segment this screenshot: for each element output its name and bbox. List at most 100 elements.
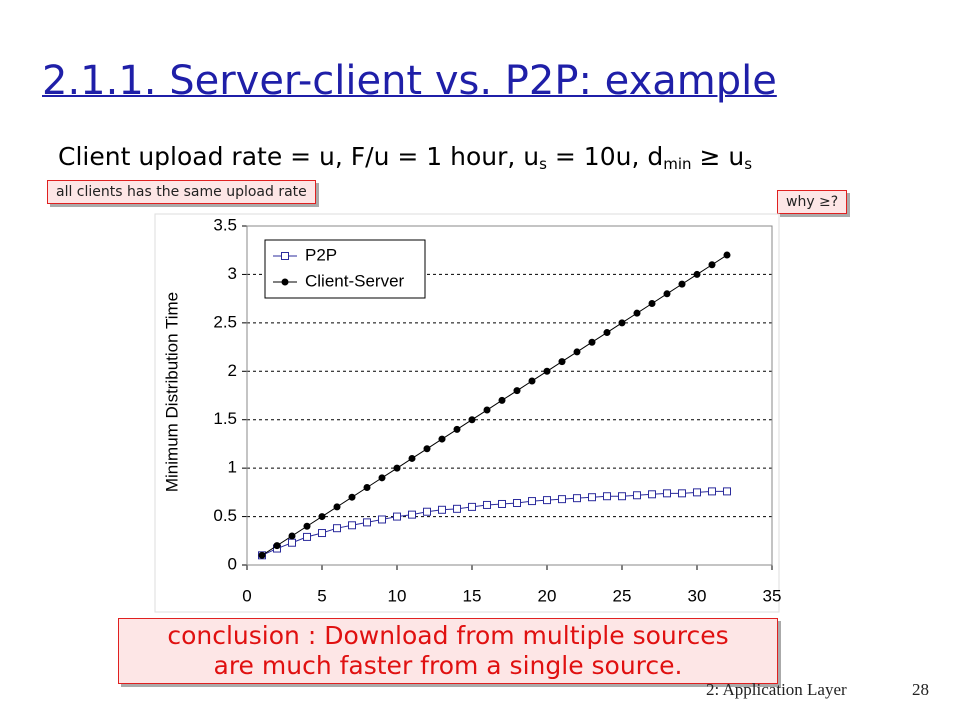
- legend-box: [264, 239, 426, 299]
- marker: [333, 503, 341, 511]
- note: why ≥?: [777, 190, 848, 214]
- marker: [468, 416, 476, 424]
- marker: [303, 532, 311, 541]
- marker: [438, 435, 446, 443]
- y-tick-label: 1: [228, 458, 237, 477]
- marker: [348, 493, 356, 501]
- marker: [423, 507, 431, 516]
- conclusion-line: conclusion : Download from multiple sour…: [167, 621, 729, 650]
- note: all clients has the same upload rate: [47, 180, 316, 204]
- x-tick-label: 30: [688, 586, 707, 605]
- marker: [648, 490, 656, 499]
- marker: [513, 387, 521, 395]
- marker: [408, 454, 416, 462]
- plot-border: [246, 225, 773, 566]
- marker: [408, 510, 416, 519]
- marker: [348, 521, 356, 530]
- marker: [633, 309, 641, 317]
- marker: [273, 542, 281, 550]
- subtitle-text: ≥ u: [691, 142, 745, 171]
- marker: [453, 425, 461, 433]
- marker: [618, 319, 626, 327]
- marker: [663, 290, 671, 298]
- marker: [303, 522, 311, 530]
- marker: [573, 348, 581, 356]
- conclusion: conclusion : Download from multiple sour…: [118, 618, 778, 684]
- chart-frame: [154, 213, 780, 613]
- footer-section: 2: Application Layer: [706, 680, 847, 699]
- subtitle-text: Client upload rate = u, F/u = 1 hour, u: [58, 142, 540, 171]
- marker: [513, 499, 521, 508]
- series-line: [261, 490, 727, 556]
- marker: [648, 299, 656, 307]
- legend-label: Client-Server: [305, 271, 405, 290]
- y-tick-label: 2.5: [213, 312, 237, 331]
- marker: [423, 445, 431, 453]
- marker: [363, 518, 371, 527]
- y-tick-label: 0.5: [213, 506, 237, 525]
- marker: [678, 280, 686, 288]
- y-tick-label: 1.5: [213, 409, 237, 428]
- y-tick-label: 2: [228, 361, 237, 380]
- marker: [318, 529, 326, 538]
- x-tick-label: 0: [242, 586, 251, 605]
- marker: [393, 512, 401, 521]
- marker: [588, 338, 596, 346]
- y-tick-label: 3.5: [213, 215, 237, 234]
- marker: [588, 493, 596, 502]
- marker: [483, 406, 491, 414]
- marker: [438, 505, 446, 514]
- subtitle: Client upload rate = u, F/u = 1 hour, us…: [58, 142, 752, 173]
- marker: [288, 532, 296, 540]
- marker: [363, 484, 371, 492]
- marker: [603, 492, 611, 501]
- y-tick-label: 0: [228, 554, 237, 573]
- marker: [633, 491, 641, 500]
- legend-label: P2P: [305, 245, 337, 264]
- x-tick-label: 25: [613, 586, 632, 605]
- marker: [378, 474, 386, 482]
- marker: [281, 278, 289, 286]
- marker: [708, 261, 716, 269]
- marker: [288, 538, 296, 547]
- subscript: s: [744, 155, 753, 173]
- marker: [693, 270, 701, 278]
- marker: [558, 495, 566, 504]
- marker: [663, 489, 671, 498]
- marker: [618, 492, 626, 501]
- marker: [498, 396, 506, 404]
- y-axis-label: Minimum Distribution Time: [162, 292, 181, 492]
- subtitle-text: = 10u, d: [546, 142, 664, 171]
- marker: [603, 329, 611, 337]
- marker: [258, 551, 266, 559]
- slide-title: 2.1.1. Server-client vs. P2P: example: [42, 58, 777, 104]
- marker: [468, 502, 476, 511]
- marker: [543, 367, 551, 375]
- marker: [498, 499, 506, 508]
- x-tick-label: 20: [538, 586, 557, 605]
- x-tick-label: 35: [763, 586, 782, 605]
- marker: [678, 489, 686, 498]
- marker: [281, 252, 289, 260]
- marker: [378, 515, 386, 524]
- x-tick-label: 15: [463, 586, 482, 605]
- marker: [453, 504, 461, 513]
- x-tick-label: 10: [388, 586, 407, 605]
- marker: [723, 251, 731, 259]
- marker: [483, 500, 491, 509]
- y-tick-label: 3: [228, 264, 237, 283]
- marker: [318, 513, 326, 521]
- marker: [528, 497, 536, 506]
- x-tick-label: 5: [317, 586, 326, 605]
- marker: [708, 487, 716, 496]
- marker: [393, 464, 401, 472]
- conclusion-line: are much faster from a single source.: [213, 651, 683, 680]
- marker: [528, 377, 536, 385]
- marker: [558, 358, 566, 366]
- subscript: s: [539, 155, 547, 173]
- marker: [723, 487, 731, 496]
- marker: [693, 488, 701, 497]
- page-number: 28: [912, 680, 929, 699]
- subscript: min: [663, 155, 692, 173]
